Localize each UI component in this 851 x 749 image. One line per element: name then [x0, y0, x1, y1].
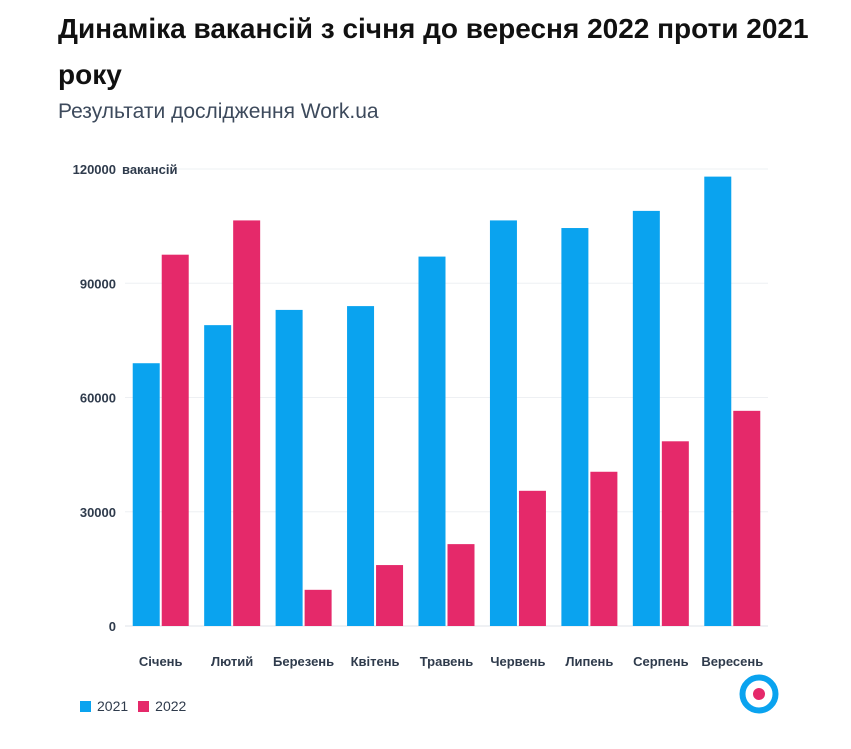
chart-title: Динаміка вакансій з січня до вересня 202… — [58, 13, 809, 90]
x-category-label: Квітень — [351, 654, 400, 669]
x-category-label: Вересень — [701, 654, 763, 669]
x-category-label: Травень — [420, 654, 474, 669]
bar-2021-7[interactable] — [561, 228, 589, 626]
x-category-label: Липень — [565, 654, 613, 669]
legend-swatch-2021 — [80, 700, 91, 712]
legend-label-2022: 2022 — [155, 698, 187, 714]
bar-2021-1[interactable] — [132, 363, 160, 626]
y-axis-unit-label: вакансій — [122, 162, 177, 177]
bar-2022-2[interactable] — [233, 220, 261, 626]
legend: 2021 2022 — [80, 698, 196, 714]
bar-2021-8[interactable] — [632, 210, 660, 626]
bar-2022-3[interactable] — [304, 589, 332, 626]
work-ua-logo-icon — [739, 674, 779, 714]
bar-2021-3[interactable] — [275, 309, 303, 626]
legend-label-2021: 2021 — [97, 698, 129, 714]
bar-2021-6[interactable] — [489, 220, 517, 626]
y-axis-ticks: 0 30000 60000 90000 120000 — [73, 162, 116, 634]
bar-2022-4[interactable] — [376, 565, 404, 626]
chart-subtitle: Результати дослідження Work.ua — [58, 100, 379, 123]
bar-2021-9[interactable] — [704, 176, 732, 626]
bar-2022-9[interactable] — [733, 410, 761, 626]
x-category-label: Лютий — [211, 654, 253, 669]
y-tick-label: 120000 — [73, 162, 116, 177]
x-category-label: Січень — [139, 654, 183, 669]
y-tick-label: 0 — [109, 619, 116, 634]
bar-2022-6[interactable] — [518, 490, 546, 626]
legend-item-2022[interactable]: 2022 — [138, 698, 186, 714]
bars — [132, 176, 761, 626]
bar-2021-2[interactable] — [204, 325, 232, 626]
y-tick-label: 90000 — [80, 276, 116, 291]
x-category-label: Березень — [273, 654, 334, 669]
x-category-label: Серпень — [633, 654, 689, 669]
y-tick-label: 60000 — [80, 391, 116, 406]
y-tick-label: 30000 — [80, 505, 116, 520]
bar-2021-5[interactable] — [418, 256, 446, 626]
bar-2022-8[interactable] — [661, 441, 689, 626]
bar-2022-1[interactable] — [161, 254, 189, 626]
legend-item-2021[interactable]: 2021 — [80, 698, 128, 714]
bar-2021-4[interactable] — [347, 306, 375, 626]
legend-swatch-2022 — [138, 700, 150, 712]
grid-lines — [125, 168, 768, 627]
x-axis-categories: Січень Лютий Березень Квітень Травень Червень… — [139, 654, 763, 669]
bar-2022-7[interactable] — [590, 471, 618, 626]
bar-2022-5[interactable] — [447, 544, 475, 626]
x-category-label: Червень — [490, 654, 545, 669]
